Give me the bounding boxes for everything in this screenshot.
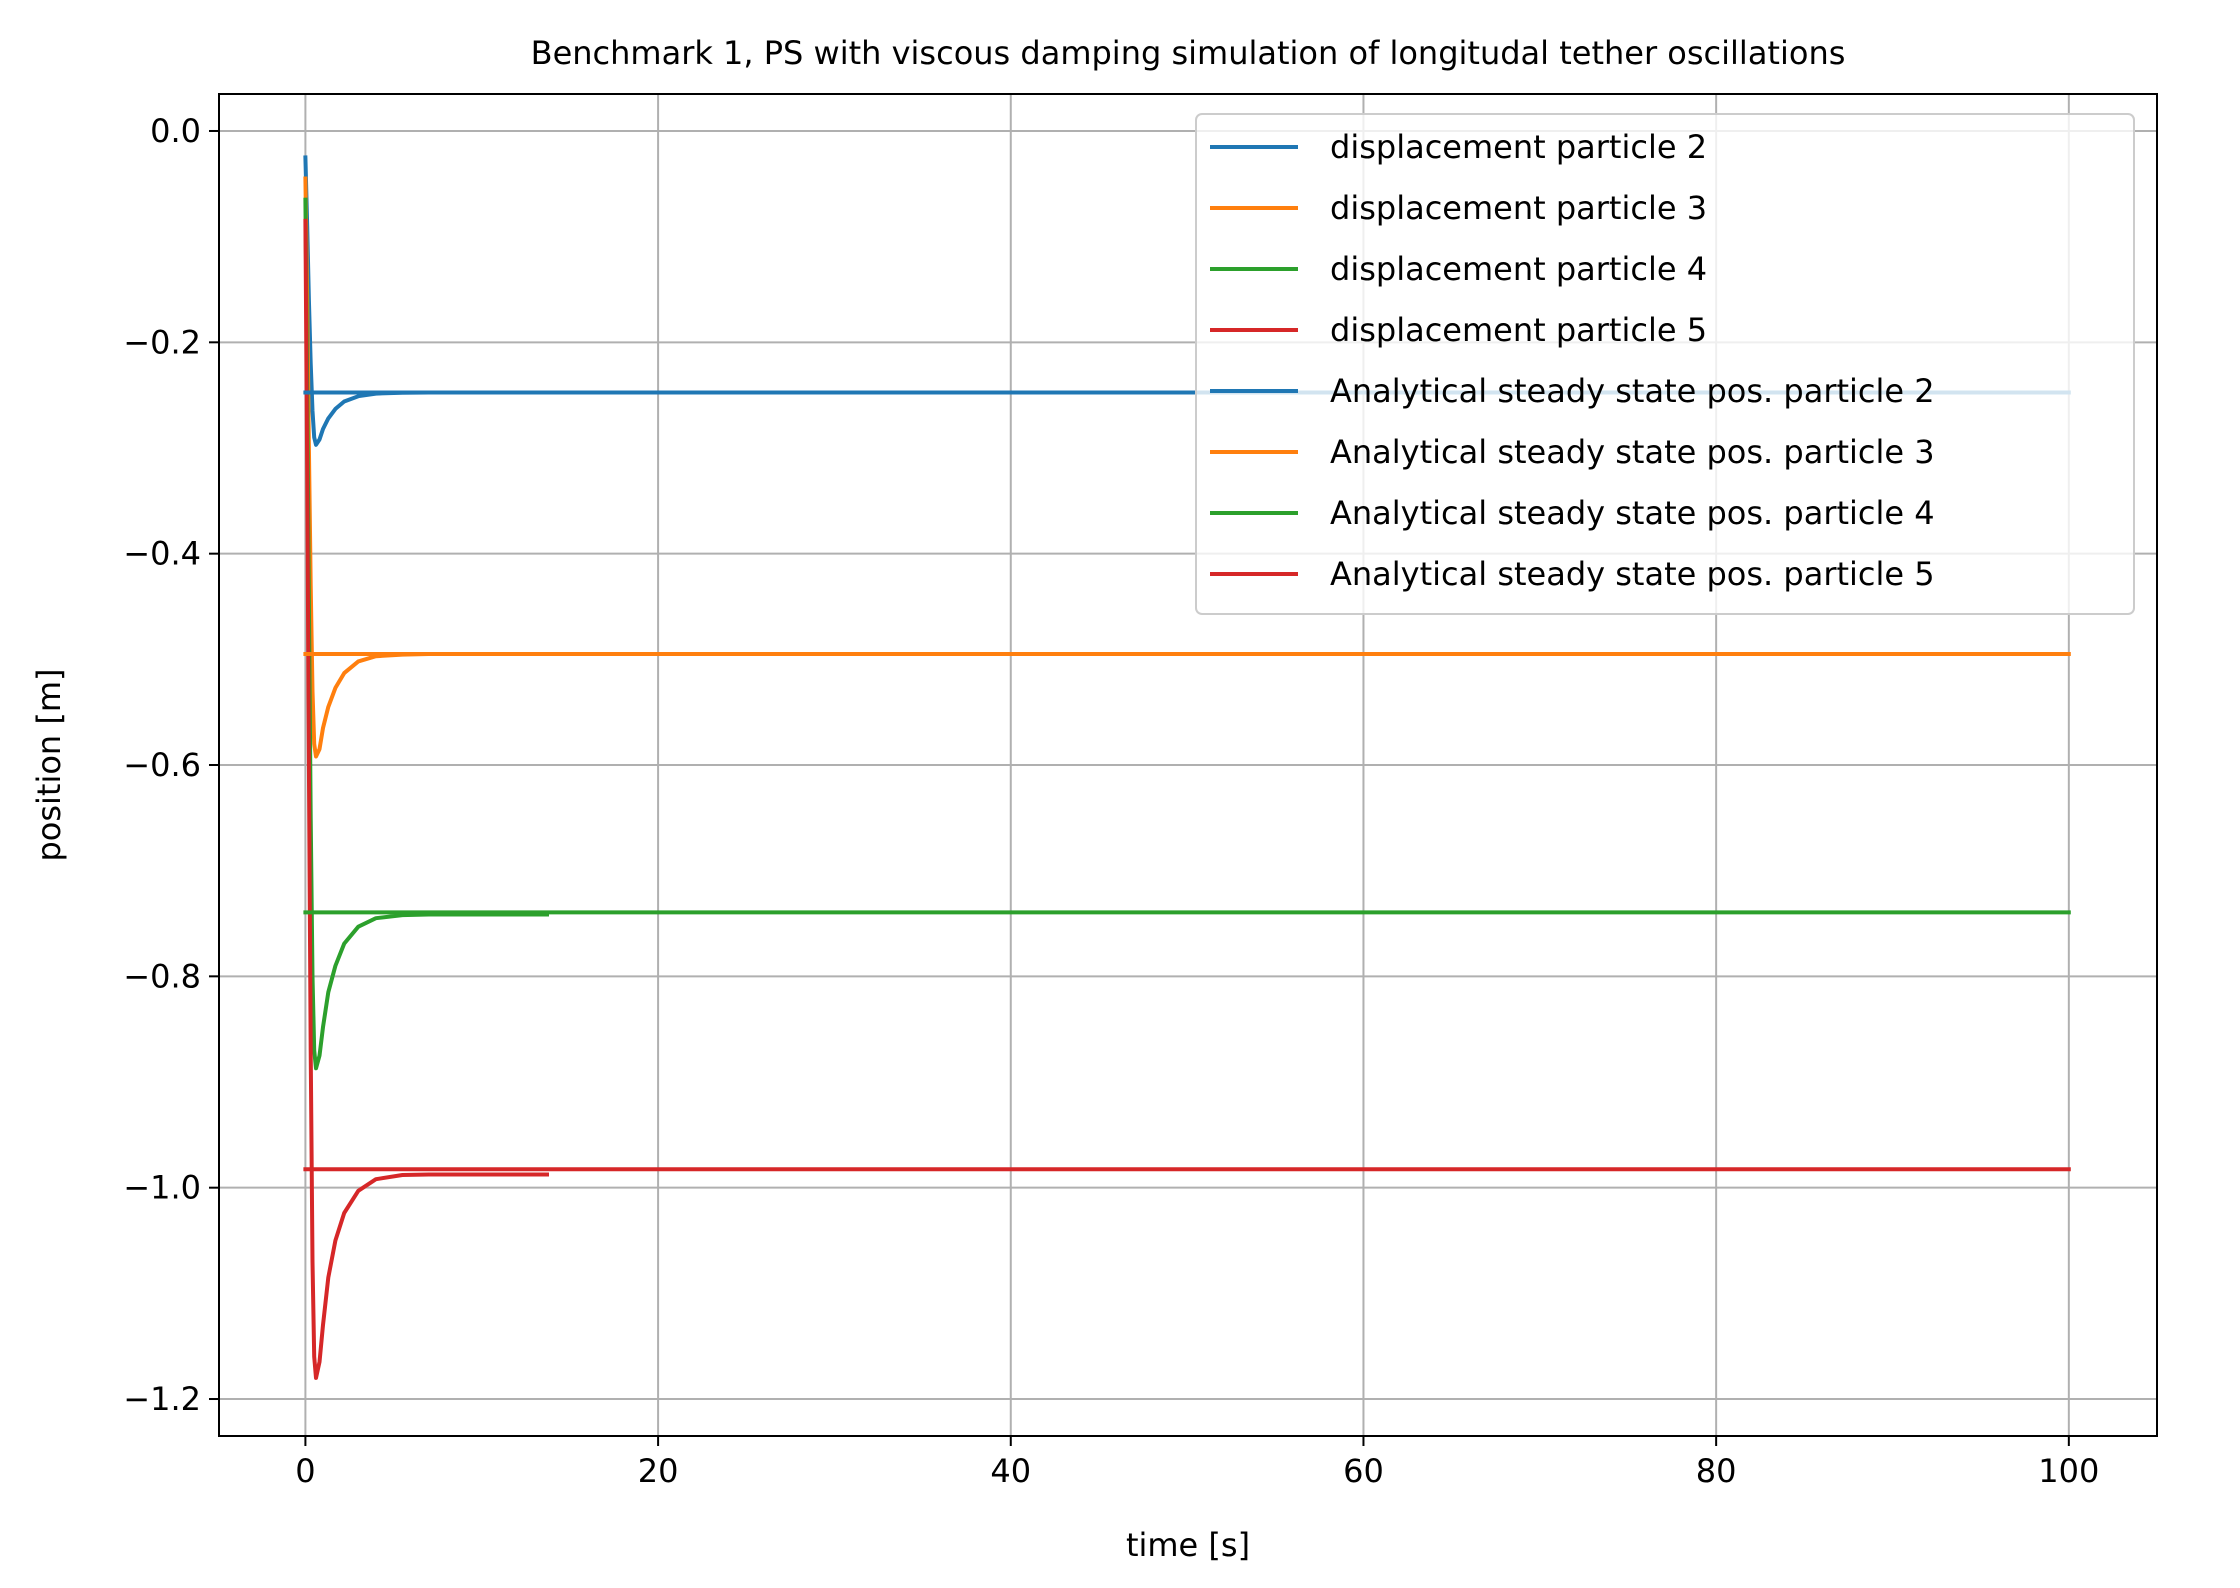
y-axis-label: position [m] [30,668,68,861]
y-tick-label: −0.8 [123,957,201,995]
y-tick-label: −0.4 [123,535,201,573]
y-tick-label: 0.0 [150,112,201,150]
y-tick-label: −0.6 [123,746,201,784]
y-tick-label: −1.2 [123,1380,201,1418]
x-axis-label: time [s] [1126,1526,1250,1564]
legend-label: Analytical steady state pos. particle 2 [1330,372,1935,410]
x-tick-label: 60 [1343,1452,1384,1490]
x-tick-label: 80 [1696,1452,1737,1490]
x-tick-label: 100 [2038,1452,2099,1490]
y-tick-label: −1.0 [123,1169,201,1207]
x-tick-label: 0 [295,1452,315,1490]
legend-label: displacement particle 3 [1330,189,1707,227]
legend-label: displacement particle 2 [1330,128,1707,166]
axis-ticks: 0 20 40 60 80 100 0.0 −0.2 −0.4 −0.6 −0.8 −1.0 −1.2 [123,112,2099,1490]
legend-label: displacement particle 5 [1330,311,1707,349]
legend-label: Analytical steady state pos. particle 4 [1330,494,1935,532]
legend-label: Analytical steady state pos. particle 3 [1330,433,1935,471]
legend-box [1195,113,2135,615]
series-line-4 [303,218,549,1380]
x-tick-label: 40 [990,1452,1031,1490]
grid [219,94,2157,1436]
chart-title: Benchmark 1, PS with viscous damping sim… [531,34,1846,72]
legend-label: displacement particle 4 [1330,250,1707,288]
plot-lines [303,155,2071,1380]
x-tick-label: 20 [638,1452,679,1490]
legend-label: Analytical steady state pos. particle 5 [1330,555,1935,593]
legend: displacement particle 2 displacement part… [1195,113,2135,615]
y-tick-label: −0.2 [123,323,201,361]
